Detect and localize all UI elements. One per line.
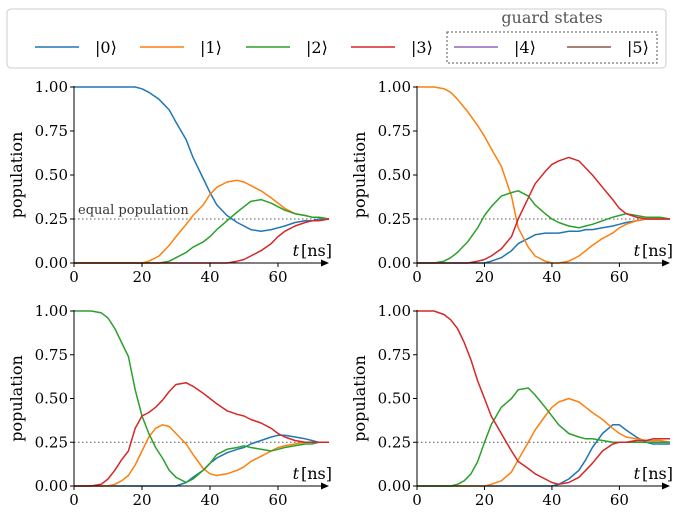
legend-frame — [6, 8, 667, 69]
x-tick-label: 20 — [132, 491, 151, 509]
series-line-0 — [417, 218, 670, 264]
y-tick-label: 0.00 — [35, 254, 68, 272]
series-line-3 — [417, 156, 670, 264]
y-tick-label: 0.50 — [35, 390, 68, 408]
x-tick-label: 40 — [200, 268, 219, 286]
legend-label-1: |1⟩ — [200, 38, 222, 57]
x-axis-label-unit: [ns] — [642, 464, 673, 483]
x-tick-label: 0 — [69, 268, 79, 286]
legend-label-2: |2⟩ — [306, 38, 328, 57]
x-tick-label: 20 — [475, 268, 494, 286]
panel-3: 0.00 0.25 0.50 0.75 1.00 0 20 40 60 t [ns] populati… — [350, 302, 673, 509]
series-line-0 — [417, 424, 670, 487]
y-tick-label: 0.50 — [378, 390, 411, 408]
guard-states-box — [446, 31, 658, 64]
series-line-2 — [74, 310, 329, 484]
y-tick-label: 0.75 — [35, 122, 68, 140]
x-tick-label: 60 — [268, 491, 287, 509]
series-line-2 — [417, 387, 670, 487]
y-tick-label: 0.50 — [35, 166, 68, 184]
y-tick-label: 1.00 — [378, 302, 411, 320]
y-axis-label: population — [350, 132, 369, 219]
guard-states-title: guard states — [501, 8, 602, 27]
series-line-0 — [74, 434, 329, 487]
series-line-1 — [74, 179, 330, 264]
x-axis-label-unit: [ns] — [301, 241, 332, 260]
y-axis-label: population — [7, 355, 26, 442]
x-axis-arrow — [662, 259, 670, 267]
y-tick-label: 1.00 — [35, 78, 68, 96]
panel-2: 0.00 0.25 0.50 0.75 1.00 0 20 40 60 t [ns] populati… — [7, 302, 332, 509]
x-tick-label: 0 — [412, 268, 422, 286]
panel-0: equal population 0.00 0.25 0.50 0.75 1.00 0 20 4… — [7, 78, 332, 286]
y-tick-label: 0.25 — [378, 433, 411, 451]
x-axis-label-t: t — [634, 464, 641, 483]
series-line-3 — [74, 218, 330, 264]
y-tick-label: 0.00 — [35, 477, 68, 495]
y-tick-label: 1.00 — [35, 302, 68, 320]
legend-label-4: |4⟩ — [514, 38, 536, 57]
y-tick-label: 0.00 — [378, 254, 411, 272]
y-tick-label: 1.00 — [378, 78, 411, 96]
x-tick-label: 0 — [412, 491, 422, 509]
x-tick-label: 60 — [610, 268, 629, 286]
y-tick-label: 0.75 — [35, 346, 68, 364]
y-tick-label: 0.25 — [35, 210, 68, 228]
legend-label-3: |3⟩ — [411, 38, 433, 57]
x-axis-label-unit: [ns] — [301, 464, 332, 483]
equal-population-label: equal population — [78, 203, 189, 218]
legend: guard states |0⟩ |1⟩ |2⟩ |3⟩ |4⟩ |5⟩ — [6, 8, 667, 69]
x-axis-label-t: t — [634, 241, 641, 260]
series-line-0 — [74, 86, 329, 233]
panel-1: 0.00 0.25 0.50 0.75 1.00 0 20 40 60 t [ns] populati… — [350, 78, 673, 286]
x-tick-label: 20 — [475, 491, 494, 509]
y-tick-label: 0.75 — [378, 122, 411, 140]
x-tick-label: 60 — [610, 491, 629, 509]
x-tick-label: 40 — [200, 491, 219, 509]
x-axis-arrow — [662, 482, 670, 490]
x-tick-label: 60 — [268, 268, 287, 286]
y-tick-label: 0.00 — [378, 477, 411, 495]
x-tick-label: 0 — [69, 491, 79, 509]
legend-label-0: |0⟩ — [95, 38, 117, 57]
x-tick-label: 40 — [542, 268, 561, 286]
series-line-3 — [74, 382, 329, 487]
x-axis-label-t: t — [293, 464, 300, 483]
x-axis-label-unit: [ns] — [642, 241, 673, 260]
y-axis-label: population — [7, 132, 26, 219]
y-axis-label: population — [350, 355, 369, 442]
y-tick-label: 0.50 — [378, 166, 411, 184]
x-tick-label: 20 — [132, 268, 151, 286]
x-axis-arrow — [321, 259, 329, 267]
series-line-1 — [417, 86, 670, 264]
series-line-3 — [417, 310, 670, 486]
x-axis-arrow — [321, 482, 329, 490]
series-line-2 — [417, 190, 671, 264]
series-line-1 — [74, 424, 329, 487]
x-axis-label-t: t — [293, 241, 300, 260]
y-tick-label: 0.25 — [378, 210, 411, 228]
y-tick-label: 0.25 — [35, 433, 68, 451]
y-tick-label: 0.75 — [378, 346, 411, 364]
x-tick-label: 40 — [542, 491, 561, 509]
legend-label-5: |5⟩ — [627, 38, 649, 57]
